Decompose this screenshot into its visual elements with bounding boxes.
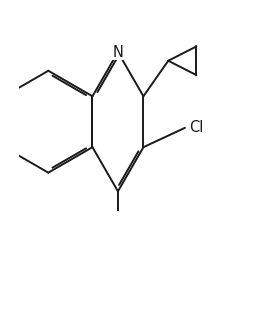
Text: Cl: Cl (188, 120, 202, 135)
Text: N: N (112, 44, 123, 60)
